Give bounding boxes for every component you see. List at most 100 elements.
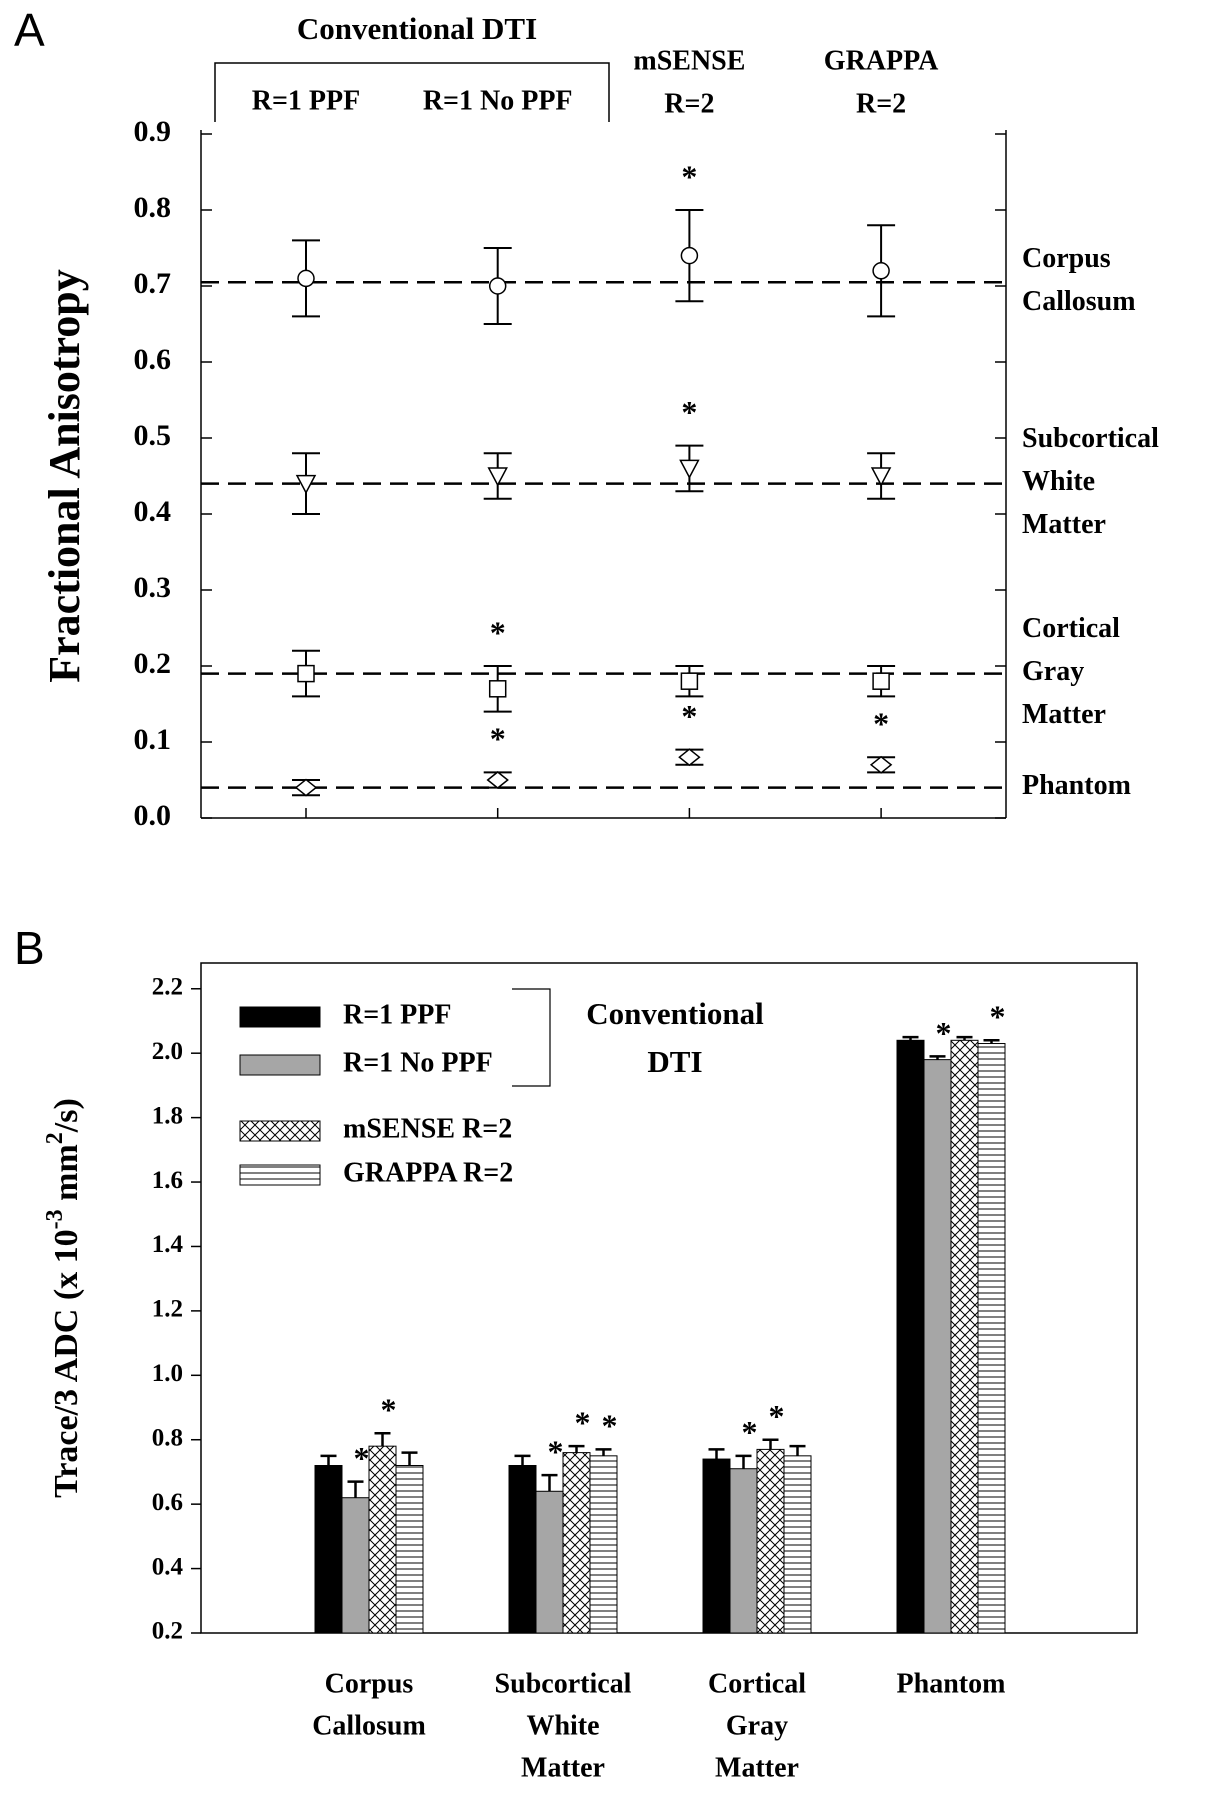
annotation: * [681, 394, 697, 430]
y-tick-label: 0.0 [134, 799, 172, 832]
marker [488, 680, 507, 698]
marker [297, 269, 315, 288]
error-bar [789, 1444, 806, 1456]
x-tick-label: White [526, 1710, 599, 1741]
y-tick-label: 1.0 [152, 1360, 183, 1387]
marker [488, 277, 507, 295]
annotation: * [575, 1405, 591, 1441]
legend-swatch [239, 1006, 321, 1028]
error-bar [762, 1438, 779, 1450]
annotation: * [873, 706, 889, 742]
y-tick-label: 0.5 [134, 419, 172, 452]
panel-label: A [14, 4, 45, 56]
y-axis-label: Fractional Anisotropy [40, 269, 89, 683]
error-bar [401, 1451, 418, 1466]
marker [869, 755, 893, 774]
annotation: * [681, 158, 697, 194]
y-tick-label: 0.7 [134, 267, 172, 300]
bar [341, 1497, 370, 1634]
marker [870, 467, 892, 487]
annotation: * [548, 1434, 564, 1470]
y-label-part: mm [48, 1144, 85, 1209]
marker [297, 664, 315, 683]
error-bar [956, 1035, 973, 1041]
bar [314, 1465, 343, 1634]
error-bar [708, 1448, 725, 1460]
x-tick-label: Phantom [897, 1668, 1006, 1699]
x-tick-label: Matter [715, 1752, 799, 1783]
y-tick-label: 0.9 [134, 115, 172, 148]
bar [923, 1059, 952, 1634]
y-tick-label: 0.2 [152, 1618, 183, 1645]
x-tick-label: R=2 [856, 88, 906, 119]
marker [680, 246, 699, 265]
legend-label: mSENSE R=2 [343, 1113, 512, 1144]
marker [295, 474, 317, 495]
annotation: * [354, 1440, 370, 1476]
bar [368, 1445, 397, 1634]
marker [486, 771, 509, 789]
error-bar [374, 1432, 391, 1447]
bar [783, 1455, 812, 1634]
series-label: Matter [1022, 699, 1106, 730]
bar [950, 1039, 979, 1634]
series-label: Matter [1022, 509, 1106, 540]
marker [680, 672, 699, 690]
y-tick-label: 2.2 [152, 974, 183, 1001]
annotation: * [681, 698, 697, 734]
error-bar [902, 1035, 919, 1041]
x-tick-label: Matter [521, 1752, 605, 1783]
x-tick-label: R=1 No PPF [423, 85, 573, 116]
y-tick-label: 0.3 [134, 571, 172, 604]
group-bracket [214, 62, 610, 122]
y-label-part: /s) [48, 1098, 85, 1133]
marker [678, 748, 701, 767]
bar [977, 1043, 1006, 1634]
bar [508, 1465, 537, 1634]
x-tick-label: Cortical [708, 1668, 806, 1699]
y-tick-label: 0.1 [134, 723, 172, 756]
x-tick-label: GRAPPA [824, 45, 939, 76]
y-tick-label: 0.6 [134, 343, 172, 376]
y-tick-label: 0.4 [152, 1553, 184, 1580]
marker [294, 778, 318, 797]
legend-bracket [512, 988, 551, 1087]
marker [872, 262, 890, 280]
error-bar [595, 1448, 612, 1456]
series-label: White [1022, 466, 1095, 497]
annotation: * [769, 1398, 785, 1434]
legend-label: R=1 PPF [343, 999, 452, 1030]
plot-frame [200, 962, 1138, 1634]
y-tick-label: 1.8 [152, 1102, 183, 1129]
error-bar [983, 1039, 1000, 1044]
y-tick-label: 1.4 [152, 1231, 184, 1258]
group-label: Conventional DTI [297, 11, 537, 46]
series-label: Phantom [1022, 770, 1131, 801]
bar [896, 1039, 925, 1634]
y-label-part: Trace/3 ADC (x 10 [48, 1229, 85, 1497]
error-bar [735, 1454, 752, 1469]
series-label: Subcortical [1022, 423, 1159, 454]
x-tick-label: mSENSE [633, 45, 745, 76]
y-tick-label: 0.8 [134, 191, 172, 224]
bar [729, 1468, 758, 1634]
y-tick-label: 0.6 [152, 1489, 183, 1516]
y-tick-label: 0.4 [134, 495, 172, 528]
x-tick-label: Subcortical [495, 1668, 632, 1699]
y-label-part: 2 [42, 1132, 68, 1144]
bar [589, 1455, 618, 1634]
error-bar [347, 1480, 364, 1498]
y-tick-label: 1.2 [152, 1296, 183, 1323]
y-tick-label: 2.0 [152, 1038, 183, 1065]
error-bar [568, 1444, 585, 1453]
series-label: Gray [1022, 656, 1084, 687]
marker [487, 467, 508, 487]
legend-label: R=1 No PPF [343, 1047, 493, 1078]
legend-group-label: Conventional [586, 996, 764, 1031]
annotation: * [936, 1015, 952, 1051]
y-tick-label: 1.6 [152, 1167, 183, 1194]
bar [535, 1490, 564, 1634]
legend-swatch [239, 1164, 321, 1186]
error-bar [514, 1454, 531, 1466]
